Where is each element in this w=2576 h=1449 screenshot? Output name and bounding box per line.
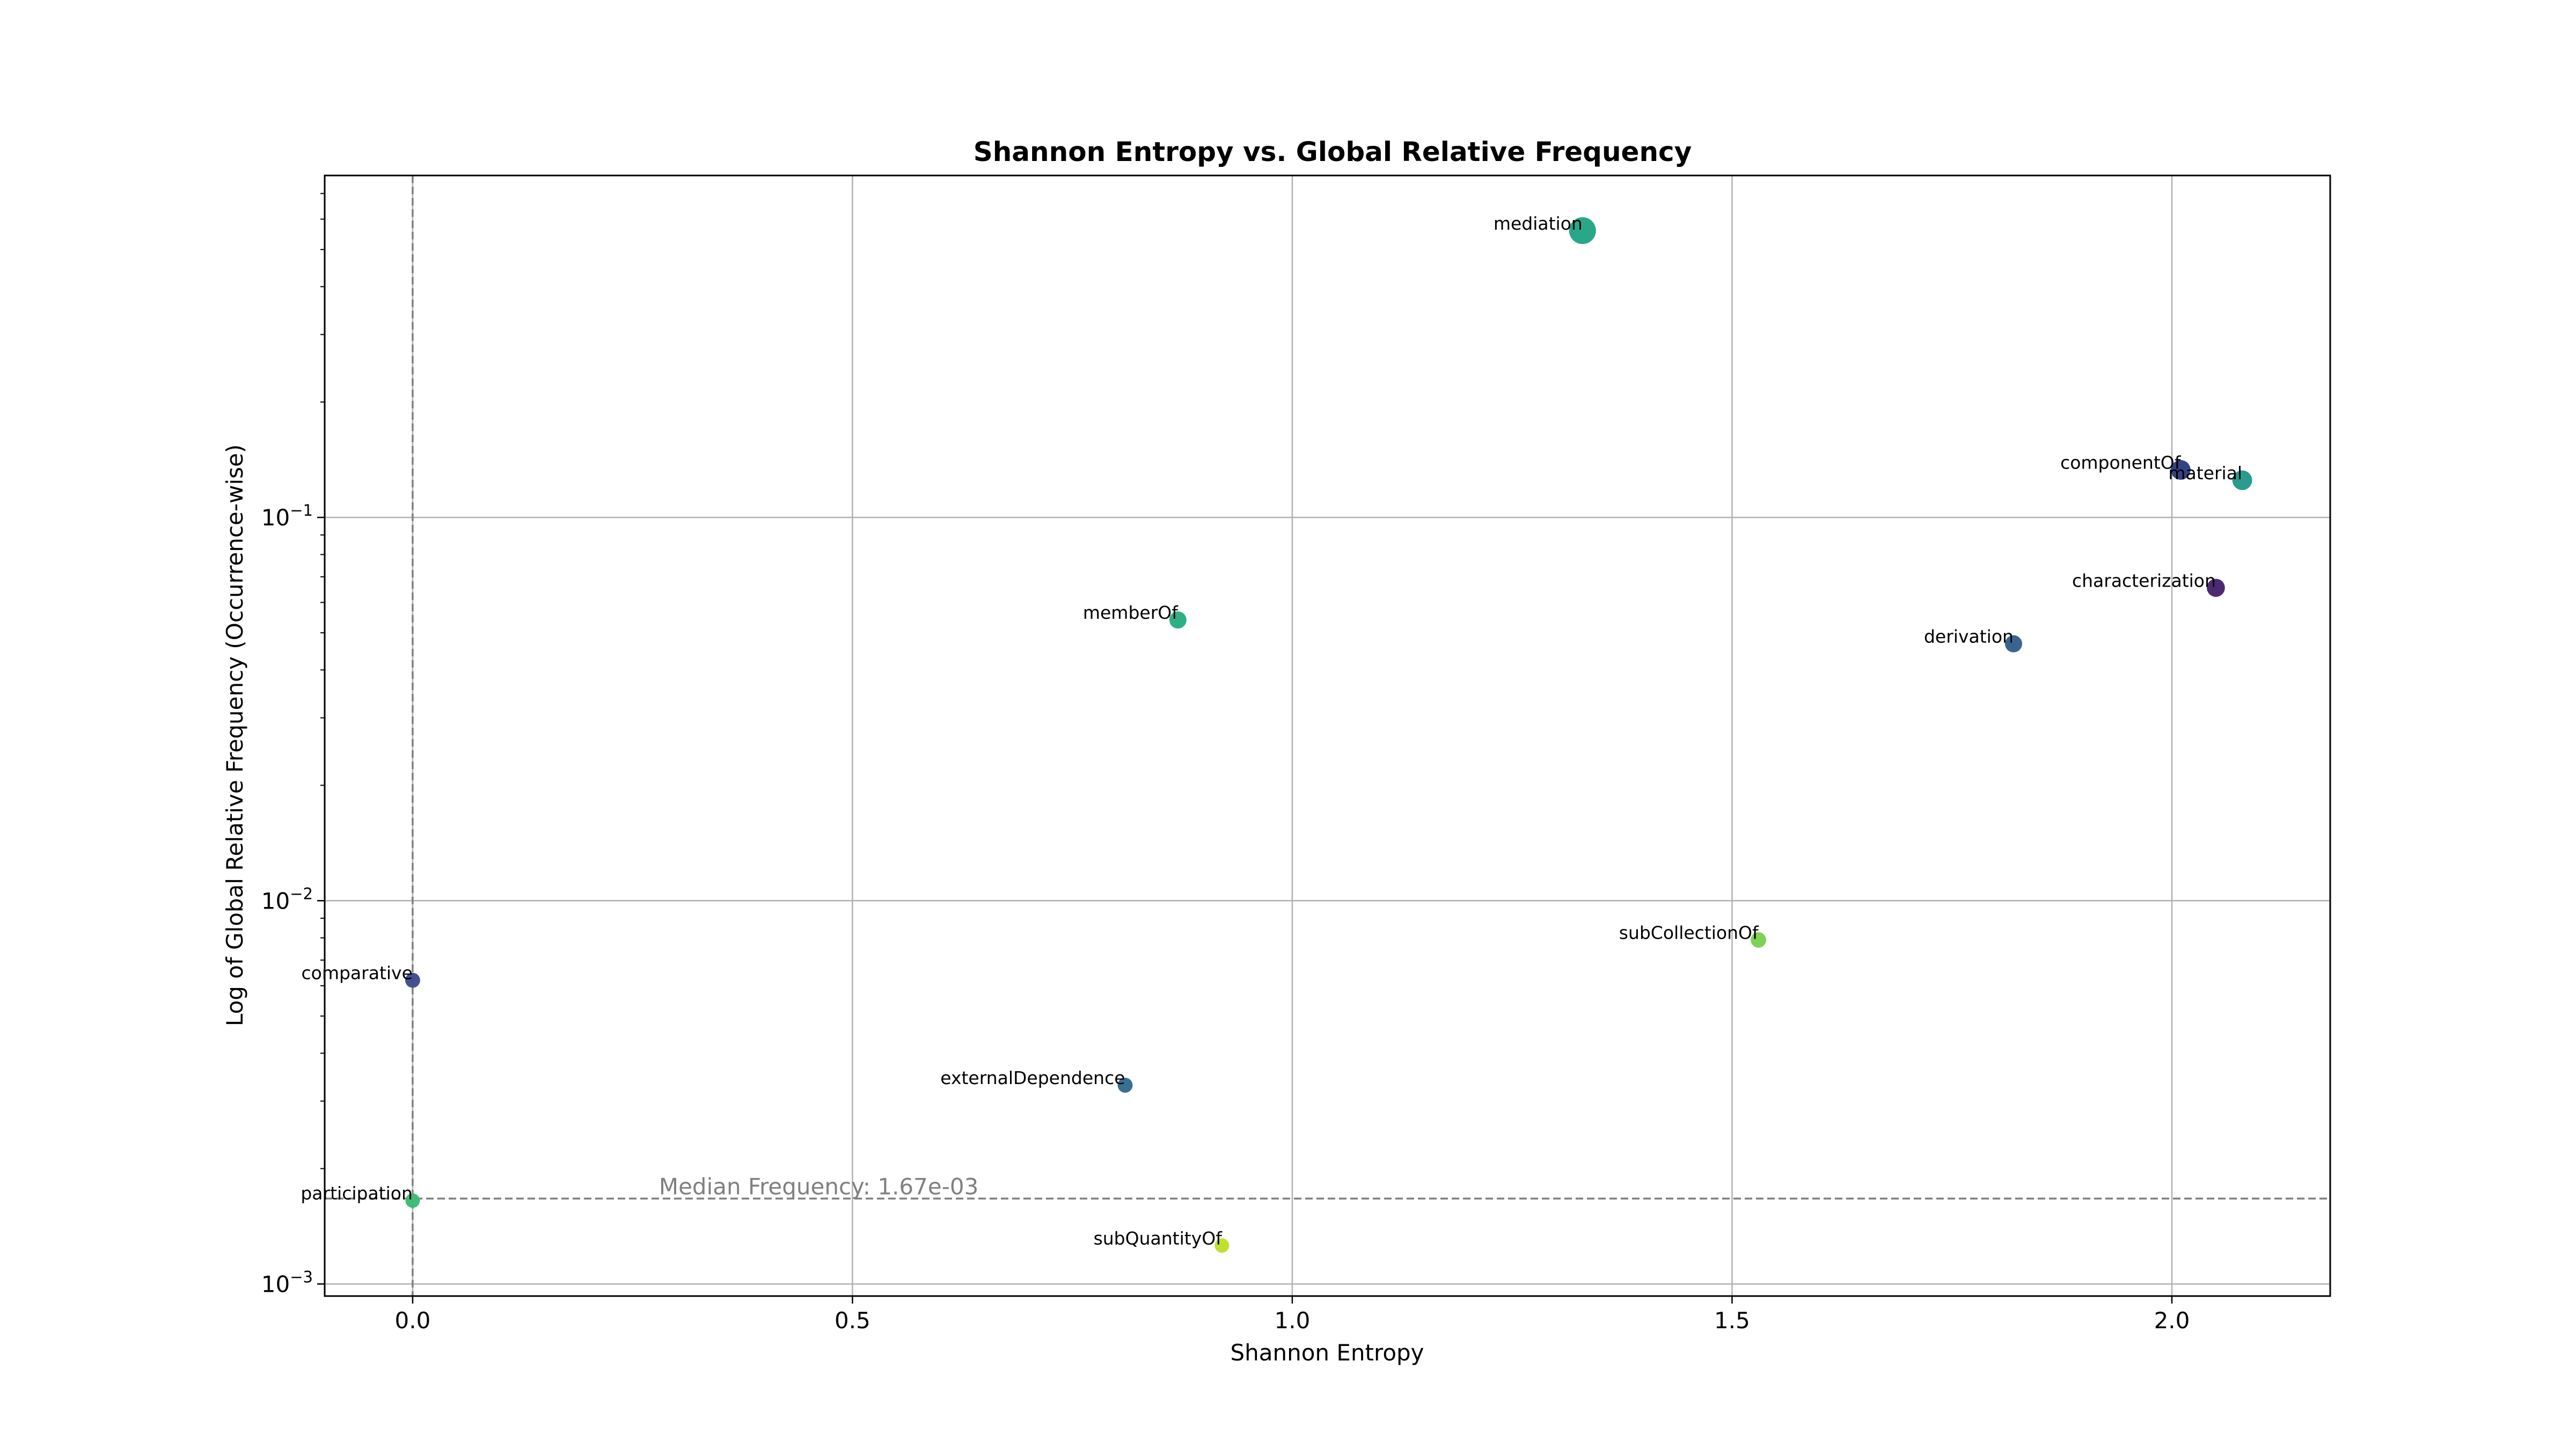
data-point xyxy=(2170,460,2191,480)
data-point xyxy=(1751,932,1767,948)
x-tick-label: 1.5 xyxy=(1714,1307,1750,1334)
point-label: subQuantityOf xyxy=(1094,1228,1223,1249)
x-tick-label: 0.5 xyxy=(835,1307,870,1334)
y-tick-label: 10−2 xyxy=(261,884,313,914)
point-label: participation xyxy=(301,1183,413,1204)
plot-frame xyxy=(324,174,2331,1297)
point-label: material xyxy=(2168,463,2242,484)
y-axis-ticks: 10−1 10−2 10−3 xyxy=(261,193,325,1297)
x-axis-ticks: 0.0 0.5 1.0 1.5 2.0 xyxy=(395,1296,2190,1334)
data-point xyxy=(405,1193,420,1208)
point-label: derivation xyxy=(1924,626,2014,647)
median-label: Median Frequency: 1.67e-03 xyxy=(659,1173,979,1199)
x-axis-label: Shannon Entropy xyxy=(1230,1340,1424,1366)
data-point xyxy=(2004,635,2022,653)
y-tick-label: 10−1 xyxy=(261,501,313,531)
data-point xyxy=(405,972,420,988)
x-tick-label: 2.0 xyxy=(2154,1307,2190,1334)
point-label: componentOf xyxy=(2060,452,2182,473)
point-label: memberOf xyxy=(1083,602,1179,623)
grid xyxy=(325,175,2330,1296)
data-point xyxy=(1117,1078,1133,1093)
data-point xyxy=(1214,1238,1230,1253)
x-tick-label: 1.0 xyxy=(1275,1307,1311,1334)
data-point xyxy=(2207,579,2225,597)
point-label: subCollectionOf xyxy=(1619,922,1759,943)
y-tick-label: 10−3 xyxy=(261,1268,313,1297)
point-label: comparative xyxy=(302,963,413,984)
chart-title: Shannon Entropy vs. Global Relative Freq… xyxy=(974,136,1692,167)
y-axis-label: Log of Global Relative Frequency (Occurr… xyxy=(222,444,248,1026)
data-point xyxy=(1169,611,1187,629)
point-label: characterization xyxy=(2072,570,2216,591)
point-label: mediation xyxy=(1494,213,1583,234)
data-point xyxy=(1569,217,1596,244)
data-points xyxy=(405,217,2252,1253)
data-point xyxy=(2232,470,2252,491)
point-label: externalDependence xyxy=(940,1067,1125,1088)
reference-lines xyxy=(325,175,2330,1296)
x-tick-label: 0.0 xyxy=(395,1307,431,1334)
